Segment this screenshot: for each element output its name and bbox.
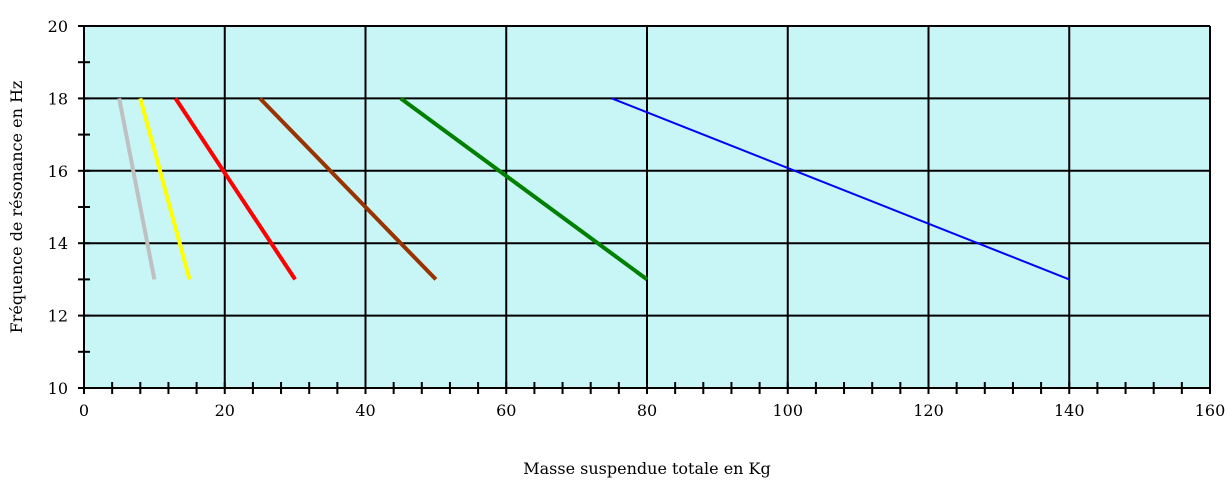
x-tick-label: 120 <box>913 401 944 420</box>
series-line-6 <box>611 97 1070 281</box>
x-tick-label: 100 <box>772 401 803 420</box>
y-tick-label: 10 <box>48 379 68 398</box>
x-tick-label: 20 <box>215 401 235 420</box>
x-tick-label: 0 <box>79 401 89 420</box>
series-line-3 <box>173 97 297 281</box>
series-line-5 <box>399 96 649 282</box>
x-tick-label: 140 <box>1054 401 1085 420</box>
grid <box>84 25 1211 388</box>
x-tick-label: 60 <box>496 401 516 420</box>
y-tick-label: 16 <box>48 162 68 181</box>
x-axis-title: Masse suspendue totale en Kg <box>523 459 771 478</box>
series-line-2 <box>138 97 192 280</box>
x-tick-label: 160 <box>1195 401 1225 420</box>
series-line-1 <box>117 98 157 280</box>
x-tick-label: 80 <box>637 401 657 420</box>
y-axis-title: Fréquence de résonance en Hz <box>7 81 26 334</box>
y-tick-label: 14 <box>48 234 68 253</box>
series-line-4 <box>258 97 438 281</box>
series-group <box>117 96 1070 282</box>
ticks: 0 20 40 60 80 100 120 140 160 10 12 14 16 18 20 <box>48 17 1225 420</box>
y-tick-label: 20 <box>48 17 68 36</box>
y-tick-label: 12 <box>48 307 68 326</box>
x-tick-label: 40 <box>355 401 375 420</box>
y-tick-label: 18 <box>48 89 68 108</box>
